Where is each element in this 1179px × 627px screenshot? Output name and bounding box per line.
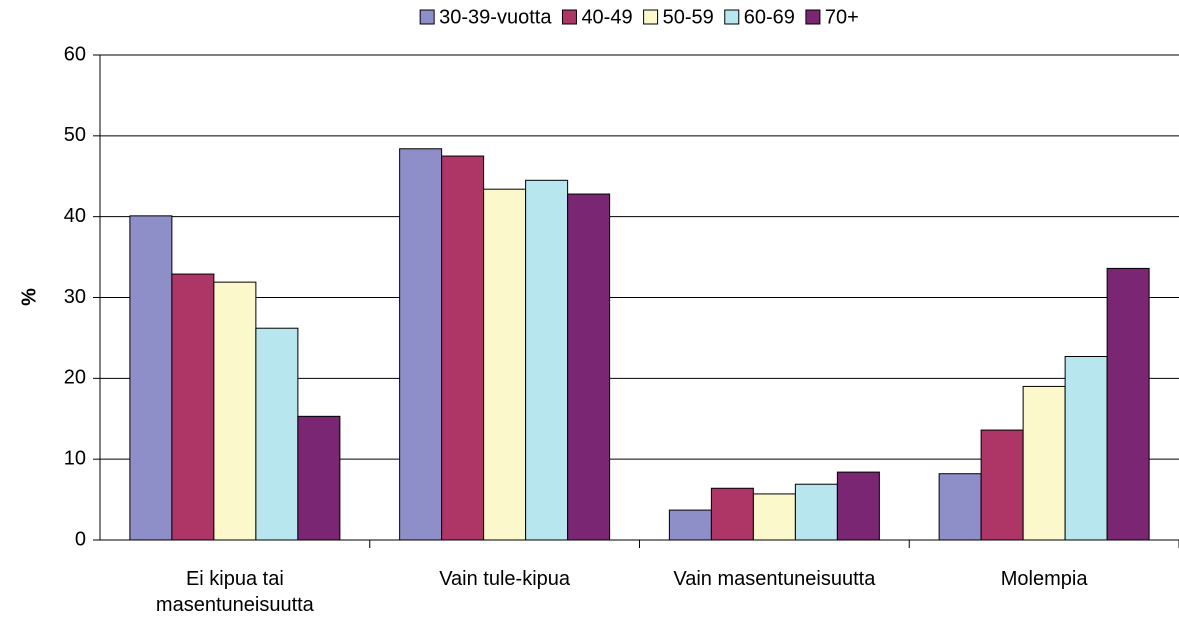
y-tick-label: 0 <box>75 528 86 550</box>
x-tick-label: Molempia <box>1000 568 1088 590</box>
legend-swatch <box>561 9 577 25</box>
bar <box>567 193 611 541</box>
legend-swatch <box>419 9 435 25</box>
y-tick-label: 10 <box>64 447 86 469</box>
legend-swatch <box>643 9 659 25</box>
bar <box>1022 385 1066 541</box>
bar <box>441 155 485 541</box>
bar <box>399 148 443 541</box>
legend-label: 30-39-vuotta <box>439 6 552 28</box>
y-tick-label: 40 <box>64 205 86 227</box>
bar <box>171 273 215 541</box>
legend-label: 50-59 <box>663 6 714 28</box>
y-tick-label: 60 <box>64 43 86 65</box>
y-tick-label: 30 <box>64 286 86 308</box>
x-tick-label: Ei kipua tai masentuneisuutta <box>155 568 314 616</box>
legend-swatch <box>724 9 740 25</box>
x-tick-label: Vain tule-kipua <box>439 568 571 590</box>
legend-label: 40-49 <box>581 6 632 28</box>
bar <box>1106 267 1150 541</box>
bar <box>794 483 838 541</box>
bar <box>938 473 982 541</box>
y-axis-label: % <box>18 288 40 306</box>
legend-label: 60-69 <box>744 6 795 28</box>
bar <box>525 179 569 541</box>
bar <box>297 415 341 541</box>
y-tick-label: 20 <box>64 367 86 389</box>
legend-label: 70+ <box>825 6 859 28</box>
bar <box>483 188 527 541</box>
bar <box>752 493 796 541</box>
bar <box>668 509 712 541</box>
bar <box>980 429 1024 541</box>
bar <box>710 487 754 541</box>
x-tick-label: Vain masentuneisuutta <box>673 568 876 590</box>
bar <box>129 215 173 541</box>
y-tick-label: 50 <box>64 124 86 146</box>
bar <box>213 281 257 541</box>
bar <box>836 471 880 541</box>
legend-swatch <box>805 9 821 25</box>
bar <box>1064 356 1108 541</box>
bar <box>255 327 299 541</box>
